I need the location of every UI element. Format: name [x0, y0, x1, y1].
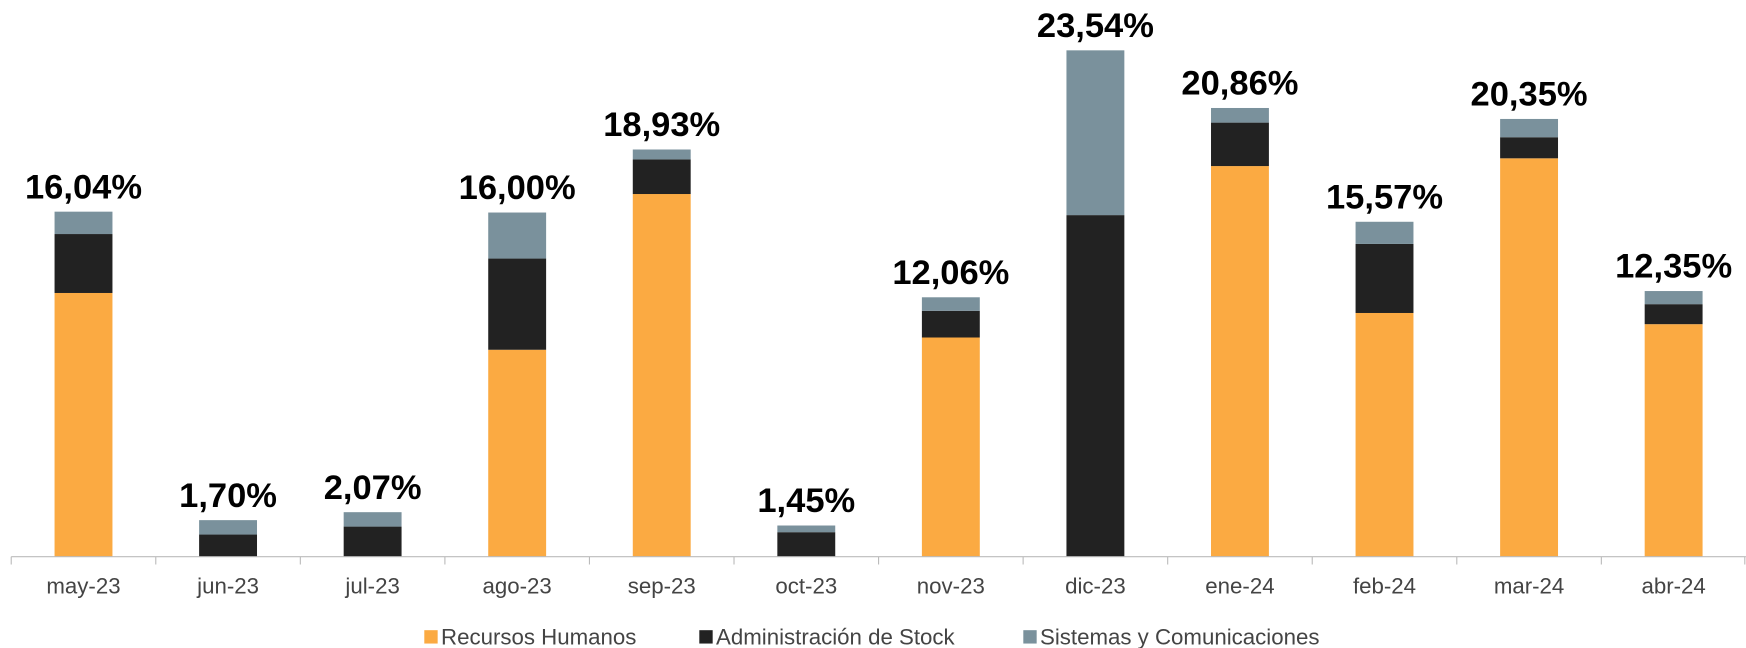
bar-segment — [1644, 291, 1703, 305]
bar-segment — [1066, 50, 1125, 216]
bar-segment — [488, 212, 547, 259]
legend-swatch — [1023, 630, 1037, 644]
bar-segment — [199, 534, 258, 557]
bar-segment — [1211, 122, 1269, 167]
x-tick-label: dic-23 — [1065, 573, 1126, 598]
bar-segment — [777, 525, 836, 533]
x-tick-label: sep-23 — [628, 573, 696, 598]
bar-segment — [1066, 215, 1125, 557]
bar-segment — [1211, 166, 1269, 557]
x-tick-label: jul-23 — [344, 573, 399, 598]
x-tick-label: jun-23 — [196, 573, 259, 598]
bar-segment — [488, 349, 547, 557]
bar-segment — [632, 159, 691, 195]
total-label: 16,04% — [25, 168, 142, 206]
total-label: 2,07% — [324, 469, 422, 507]
x-tick-label: nov-23 — [917, 573, 985, 598]
x-tick-label: ene-24 — [1205, 573, 1274, 598]
x-tick-label: ago-23 — [483, 573, 552, 598]
bar-segment — [54, 211, 113, 235]
bar-segment — [488, 258, 547, 350]
total-label: 16,00% — [459, 169, 576, 207]
bar-segment — [777, 532, 836, 557]
bar-segment — [54, 292, 113, 557]
x-tick-label: mar-24 — [1494, 573, 1564, 598]
bar-segment — [199, 520, 258, 535]
bar-segment — [921, 310, 980, 338]
total-label: 20,86% — [1181, 65, 1298, 103]
bar-segment — [1644, 324, 1703, 557]
x-tick-label: feb-24 — [1353, 573, 1416, 598]
legend-swatch — [699, 630, 713, 644]
total-label: 1,45% — [757, 482, 855, 520]
bar-segment — [1355, 243, 1414, 313]
bar-segment — [921, 337, 980, 557]
x-tick-label: abr-24 — [1641, 573, 1705, 598]
bar-segment — [1211, 107, 1269, 123]
total-label: 15,57% — [1326, 178, 1443, 216]
total-label: 18,93% — [603, 106, 720, 144]
total-label: 12,35% — [1615, 248, 1732, 286]
total-label: 23,54% — [1037, 7, 1154, 45]
bar-segment — [343, 512, 402, 527]
bar-segment — [1500, 158, 1559, 557]
legend-label: Administración de Stock — [716, 625, 956, 648]
bar-segment — [1644, 304, 1703, 325]
x-tick-label: oct-23 — [775, 573, 837, 598]
bar-segment — [632, 194, 691, 557]
bar-segment — [921, 297, 980, 311]
legend-label: Recursos Humanos — [441, 625, 636, 648]
legend-swatch — [424, 630, 438, 644]
bar-segment — [632, 149, 691, 160]
total-label: 20,35% — [1471, 76, 1588, 114]
total-label: 1,70% — [179, 477, 277, 515]
bar-segment — [343, 526, 402, 557]
bar-segment — [1355, 221, 1414, 244]
bar-segment — [54, 234, 113, 293]
bar-segment — [1500, 137, 1559, 159]
total-label: 12,06% — [892, 254, 1009, 292]
x-tick-label: may-23 — [46, 573, 120, 598]
bar-segment — [1355, 312, 1414, 557]
legend-label: Sistemas y Comunicaciones — [1040, 625, 1319, 648]
bar-segment — [1500, 118, 1559, 138]
